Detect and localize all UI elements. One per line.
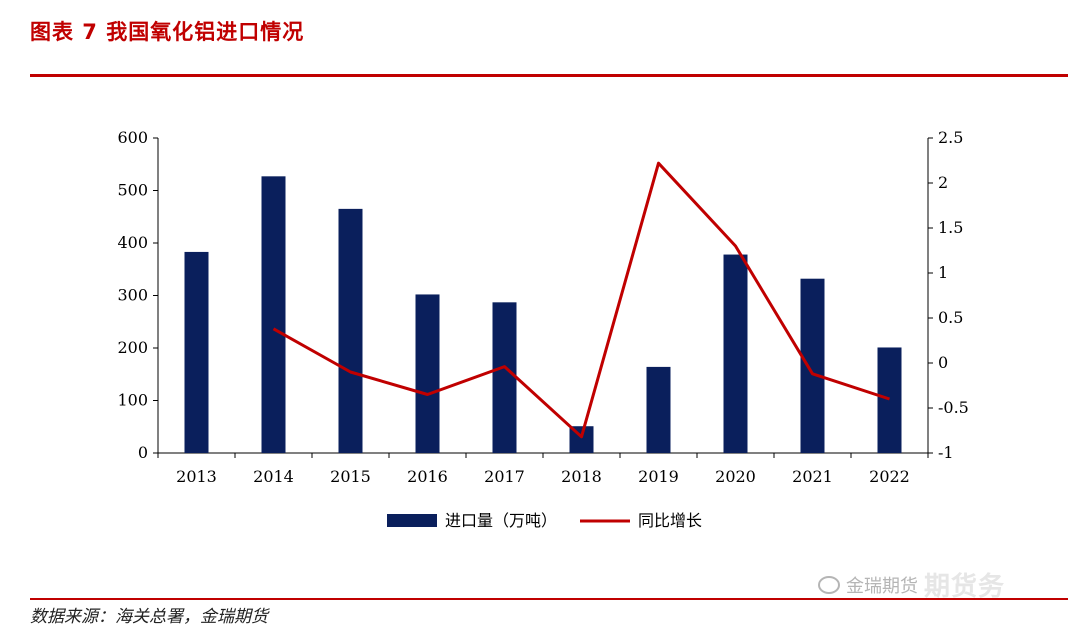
bar [184, 251, 209, 453]
bar [415, 294, 440, 453]
right-tick-label: 1.5 [938, 218, 963, 237]
x-tick-label: 2022 [869, 467, 910, 486]
right-tick-label: -1 [938, 443, 954, 462]
x-tick-label: 2017 [484, 467, 525, 486]
watermark: 金瑞期货 期货务 [818, 566, 1005, 603]
left-tick-label: 0 [138, 443, 148, 462]
watermark-overlay: 期货务 [924, 572, 1006, 602]
bar [261, 176, 286, 453]
left-tick-label: 200 [117, 338, 148, 357]
legend-label-line: 同比增长 [638, 511, 702, 530]
bar [800, 278, 825, 453]
x-tick-label: 2015 [330, 467, 371, 486]
x-tick-label: 2020 [715, 467, 756, 486]
source-note: 数据来源：海关总署，金瑞期货 [30, 607, 268, 627]
left-tick-label: 300 [117, 286, 148, 305]
x-tick-label: 2014 [253, 467, 294, 486]
left-tick-label: 100 [117, 391, 148, 410]
left-tick-label: 500 [117, 181, 148, 200]
watermark-text: 金瑞期货 [846, 575, 918, 597]
right-tick-label: -0.5 [938, 398, 969, 417]
right-tick-label: 2.5 [938, 128, 963, 147]
growth-line [272, 161, 890, 439]
figure-title: 图表 7 我国氧化铝进口情况 [30, 20, 305, 44]
legend-label-bar: 进口量（万吨） [445, 511, 557, 530]
right-tick-label: 2 [938, 173, 948, 192]
x-tick-label: 2018 [561, 467, 602, 486]
x-tick-label: 2021 [792, 467, 833, 486]
bar [877, 347, 902, 453]
x-tick-label: 2016 [407, 467, 448, 486]
wechat-icon [818, 575, 840, 594]
right-tick-label: 0 [938, 353, 948, 372]
title-rule [30, 74, 1068, 77]
right-tick-label: 0.5 [938, 308, 963, 327]
left-tick-label: 400 [117, 233, 148, 252]
bar [338, 208, 363, 453]
bar [646, 366, 671, 453]
left-tick-label: 600 [117, 128, 148, 147]
legend-swatch-bar [387, 514, 437, 527]
bar [492, 302, 517, 453]
right-tick-label: 1 [938, 263, 948, 282]
bar [723, 254, 748, 453]
x-tick-label: 2013 [176, 467, 217, 486]
x-tick-label: 2019 [638, 467, 679, 486]
source-rule [30, 598, 1068, 600]
